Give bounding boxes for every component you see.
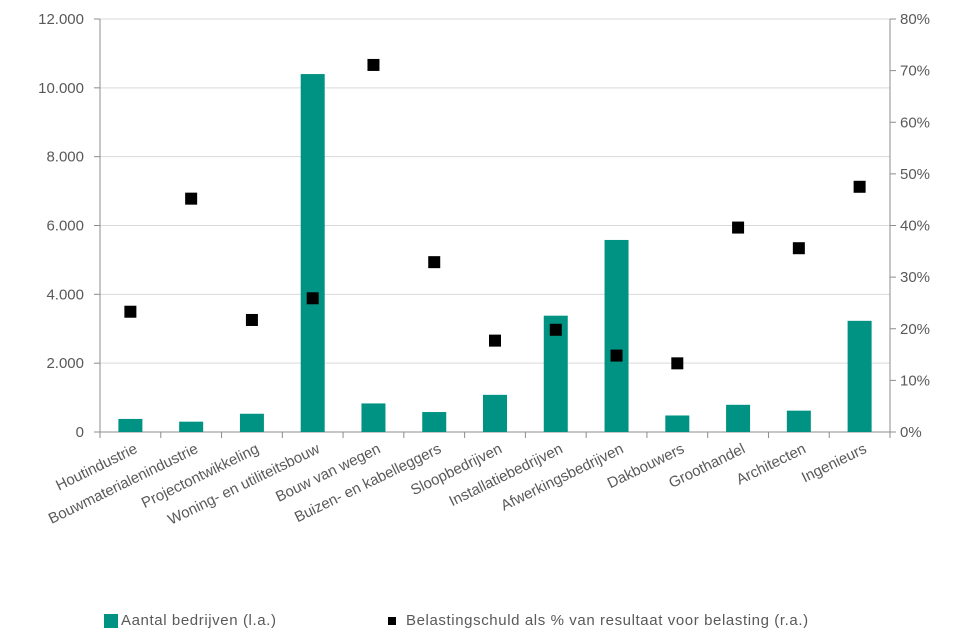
right-tick-label: 80%	[900, 11, 930, 28]
bar	[361, 403, 386, 432]
point-marker	[306, 292, 319, 305]
point-marker	[549, 323, 562, 336]
right-tick-label: 70%	[900, 63, 930, 80]
point-marker	[610, 349, 623, 362]
point-marker	[671, 357, 684, 370]
point-marker	[367, 58, 380, 71]
legend-label-bars: Aantal bedrijven (l.a.)	[121, 612, 277, 629]
chart-svg: 0 2.000 4.000 6.000 8.000 10.000 12.000 0% 10% 20…	[38, 11, 930, 529]
right-tick-label: 60%	[900, 114, 930, 131]
bar	[483, 394, 507, 432]
bar	[239, 413, 264, 432]
right-tick-label: 50%	[900, 166, 930, 183]
legend-swatch-bar	[104, 613, 118, 628]
left-tick-label: 6.000	[46, 218, 84, 235]
bar	[665, 415, 690, 432]
point-marker	[124, 305, 137, 318]
point-marker	[792, 242, 805, 255]
right-tick-label: 20%	[900, 321, 930, 338]
category-label: Architecten	[734, 440, 809, 488]
bar	[179, 421, 204, 432]
bar	[422, 412, 447, 432]
right-tick-label: 40%	[900, 218, 930, 235]
bar	[118, 418, 143, 432]
legend-label-points: Belastingschuld als % van resultaat voor…	[406, 612, 809, 629]
legend-item-points: Belastingschuld als % van resultaat voor…	[388, 612, 809, 629]
bar	[726, 404, 751, 432]
bar	[604, 239, 629, 432]
right-tick-label: 10%	[900, 372, 930, 389]
legend: Aantal bedrijven (l.a.) Belastingschuld …	[0, 612, 960, 636]
left-tick-label: 8.000	[46, 149, 84, 166]
left-tick-label: 2.000	[46, 355, 84, 372]
right-tick-label: 30%	[900, 269, 930, 286]
category-label: Ingenieurs	[799, 440, 869, 486]
right-tick-label: 0%	[900, 424, 922, 441]
point-marker	[245, 313, 258, 326]
bar	[300, 74, 325, 433]
left-tick-label: 0	[76, 424, 84, 441]
legend-swatch-point	[388, 616, 396, 625]
legend-item-bars: Aantal bedrijven (l.a.)	[104, 612, 277, 629]
point-marker	[489, 334, 501, 347]
point-marker	[428, 256, 441, 269]
left-tick-label: 10.000	[38, 80, 84, 97]
point-marker	[732, 221, 745, 234]
point-marker	[853, 180, 866, 193]
left-tick-label: 4.000	[46, 286, 84, 303]
bar	[786, 410, 811, 432]
bar	[847, 320, 872, 432]
point-marker	[185, 192, 198, 205]
left-tick-label: 12.000	[38, 11, 84, 28]
